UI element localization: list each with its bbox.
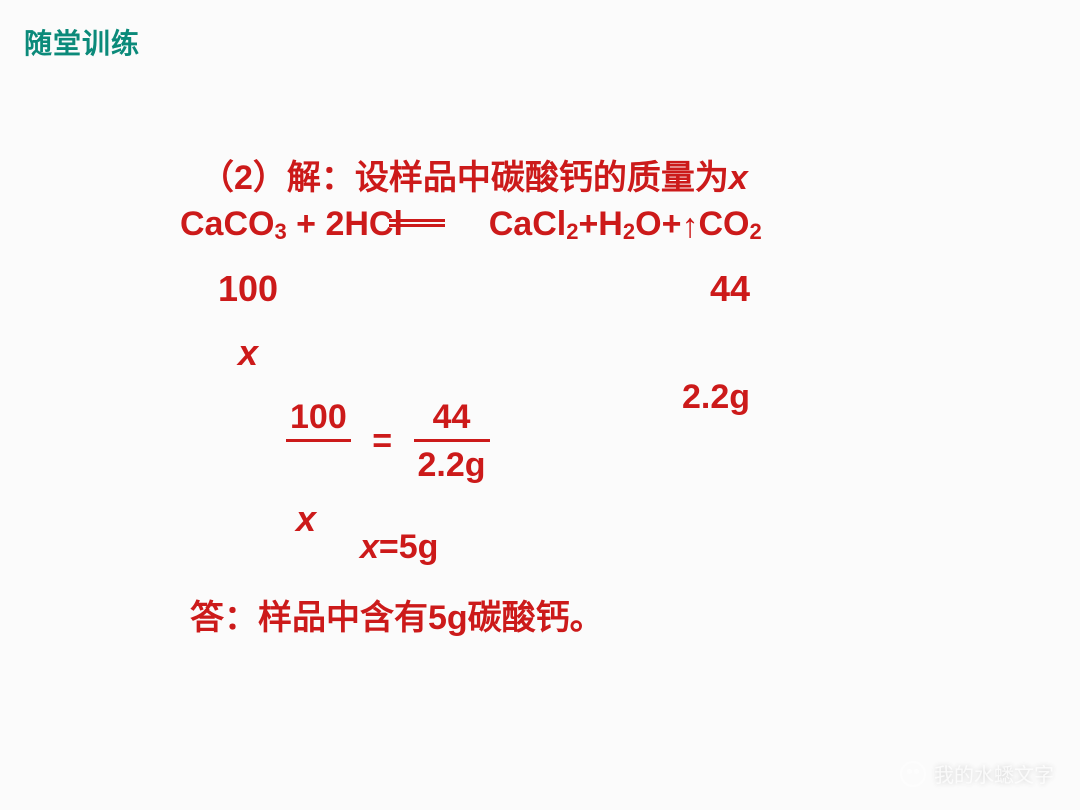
gas-arrow-icon: ↑ — [681, 207, 698, 246]
watermark: 我的水蟋文字 — [900, 759, 1054, 788]
chemical-equation: CaCO3 + 2HCl CaCl2+H2O+↑CO2 — [180, 205, 762, 245]
answer-line: 答：样品中含有5g碳酸钙。 — [190, 590, 604, 639]
eq-sub-3: 3 — [274, 219, 286, 244]
solution-intro: （2）解：设样品中碳酸钙的质量为x — [200, 150, 748, 199]
eq-sub-2a: 2 — [566, 219, 578, 244]
solution-x-equals: x=5g — [360, 528, 438, 567]
solve-var: x — [360, 528, 379, 566]
eq-cacl: CaCl — [489, 205, 566, 243]
proportion-equation: 100 = 44 2.2g — [280, 398, 496, 485]
fraction-right-top: 44 — [414, 398, 490, 439]
given-mass-co2: 2.2g — [682, 378, 750, 417]
fraction-equals: = — [366, 422, 398, 461]
molar-mass-caco3: 100 — [218, 268, 278, 310]
fraction-left-bottom-x: x — [296, 498, 316, 540]
fraction-left-bot — [286, 442, 351, 485]
eq-sub-2c: 2 — [749, 219, 761, 244]
molar-mass-co2: 44 — [710, 268, 750, 310]
solve-rest: =5g — [379, 528, 439, 566]
eq-plus-h: +H — [578, 205, 622, 243]
fraction-left: 100 — [280, 398, 357, 485]
unknown-x: x — [238, 332, 258, 374]
watermark-text: 我的水蟋文字 — [934, 759, 1054, 788]
section-title: 随堂训练 — [24, 22, 140, 62]
eq-sub-2b: 2 — [623, 219, 635, 244]
eq-co: CO — [698, 205, 749, 243]
intro-text: （2）解：设样品中碳酸钙的质量为 — [200, 159, 729, 197]
eq-o-plus: O+ — [635, 205, 681, 243]
fraction-right: 44 2.2g — [408, 398, 496, 485]
fraction-right-bot: 2.2g — [414, 442, 490, 485]
eq-plus-2hcl: + 2HCl — [287, 205, 403, 243]
wechat-icon — [900, 761, 926, 787]
eq-caco3: CaCO — [180, 205, 274, 243]
fraction-left-top: 100 — [286, 398, 351, 439]
equation-equals-sign — [389, 219, 445, 227]
variable-x: x — [729, 159, 748, 197]
